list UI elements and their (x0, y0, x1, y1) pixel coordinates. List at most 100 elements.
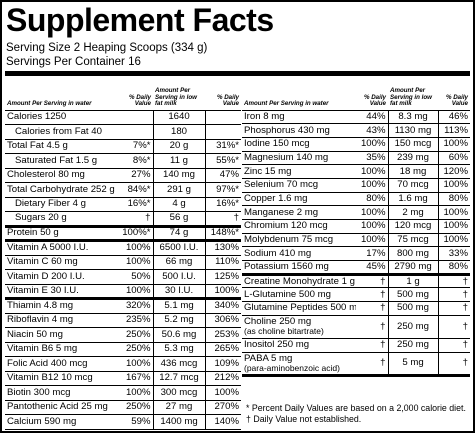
amount-milk-cell: 4 g (152, 197, 206, 212)
nutrient-cell: Copper 1.6 mg (242, 192, 356, 207)
column-header: Amount Per Serving in low fat milk (388, 78, 438, 111)
nutrient-row: Inositol 250 mg † 250 mg † (242, 338, 470, 353)
header-row: Amount Per Serving in water% Daily Value… (242, 78, 470, 111)
separator-bar (5, 71, 470, 76)
amount-milk-cell: 50.6 mg (152, 327, 206, 343)
daily-value-water-cell: 167% (115, 371, 153, 386)
nutrient-cell: Total Fat 4.5 g (5, 139, 115, 154)
right-table: Amount Per Serving in water% Daily Value… (242, 78, 470, 377)
nutrient-cell: Vitamin A 5000 I.U. (5, 240, 115, 256)
daily-value-water-cell: 100% (115, 284, 153, 300)
amount-milk-cell: 70 mcg (387, 178, 439, 193)
daily-value-milk-cell: 55%* (205, 153, 241, 169)
daily-value-water-cell: † (356, 338, 388, 353)
daily-value-milk-cell: † (438, 352, 470, 377)
daily-value-milk-cell: † (438, 287, 470, 303)
daily-value-milk-cell: 140% (205, 414, 241, 430)
amount-milk-cell: 5 mg (387, 352, 439, 377)
daily-value-milk-cell (205, 124, 241, 140)
amount-milk-cell: 1640 (152, 110, 206, 125)
nutrient-row: Biotin 300 mcg 100% 300 mcg 100% (5, 385, 241, 401)
nutrient-row: Dietary Fiber 4 g 16%* 4 g 16%* (5, 197, 241, 212)
amount-milk-cell: 800 mg (387, 246, 439, 262)
title: Supplement Facts (6, 2, 274, 38)
daily-value-water-cell: † (356, 352, 388, 377)
amount-milk-cell: 1400 mg (152, 414, 206, 430)
daily-value-milk-cell: 270% (205, 400, 241, 415)
nutrient-cell: Sugars 20 g (5, 211, 115, 228)
daily-value-milk-cell: 109% (205, 356, 241, 372)
amount-milk-cell: 1 g (387, 274, 439, 289)
daily-value-water-cell: 235% (115, 313, 153, 328)
daily-value-water-cell: 100% (115, 356, 153, 372)
nutrient-row: Vitamin B6 5 mg 250% 5.3 mg 265% (5, 342, 241, 357)
nutrient-cell: Vitamin B12 10 mcg (5, 371, 115, 386)
nutrient-row: Calories 1250 1640 (5, 110, 241, 125)
nutrient-row: Vitamin E 30 I.U. 100% 30 I.U. 100% (5, 284, 241, 300)
daily-value-water-cell: 27% (115, 168, 153, 183)
nutrient-cell: Pantothenic Acid 25 mg (5, 400, 115, 415)
footnote: † Daily Value not established. (246, 414, 362, 424)
nutrient-cell: Cholesterol 80 mg (5, 168, 115, 183)
daily-value-milk-cell: 47% (205, 168, 241, 183)
daily-value-milk-cell: 31%* (205, 139, 241, 154)
nutrient-row: Sugars 20 g † 56 g † (5, 211, 241, 228)
nutrient-row: Sodium 410 mg 17% 800 mg 33% (242, 246, 470, 262)
daily-value-milk-cell: † (438, 315, 470, 339)
nutrient-name: Choline 250 mg (244, 316, 312, 328)
amount-milk-cell: 2 mg (387, 205, 439, 220)
nutrient-cell: Choline 250 mg (as choline bitartrate) (242, 315, 356, 339)
nutrient-row: Iodine 150 mcg 100% 150 mcg 100% (242, 137, 470, 152)
daily-value-water-cell: 43% (356, 123, 388, 138)
daily-value-milk-cell: 306% (205, 313, 241, 328)
amount-milk-cell: 1130 mg (387, 123, 439, 138)
daily-value-water-cell: 50% (115, 269, 153, 285)
amount-milk-cell: 436 mcg (152, 356, 206, 372)
amount-milk-cell: 250 mg (387, 338, 439, 353)
nutrient-cell: Glutamine Peptides 500 mg (242, 301, 356, 316)
daily-value-milk-cell: 148%* (205, 226, 241, 242)
nutrient-row: Protein 50 g 100%* 74 g 148%* (5, 226, 241, 242)
daily-value-water-cell: 100% (356, 178, 388, 193)
daily-value-milk-cell: 110% (205, 255, 241, 270)
daily-value-water-cell: 35% (356, 151, 388, 166)
nutrient-row: Total Carbohydrate 252 g 84%* 291 g 97%* (5, 182, 241, 198)
column-header: Amount Per Serving in water (5, 78, 115, 111)
amount-milk-cell: 140 mg (152, 168, 206, 183)
daily-value-milk-cell (205, 110, 241, 125)
column-header: % Daily Value (356, 78, 388, 111)
amount-milk-cell: 150 mcg (387, 137, 439, 152)
amount-milk-cell: 30 I.U. (152, 284, 206, 300)
daily-value-water-cell (115, 124, 153, 140)
servings-per-container: Servings Per Container 16 (6, 56, 141, 68)
nutrient-cell: Saturated Fat 1.5 g (5, 153, 115, 169)
nutrient-cell: Folic Acid 400 mcg (5, 356, 115, 372)
daily-value-water-cell: 80% (356, 192, 388, 207)
daily-value-water-cell: † (356, 315, 388, 339)
daily-value-milk-cell: 80% (438, 192, 470, 207)
nutrient-row: Copper 1.6 mg 80% 1.6 mg 80% (242, 192, 470, 207)
nutrient-cell: Magnesium 140 mg (242, 151, 356, 166)
nutrient-cell: Biotin 300 mcg (5, 385, 115, 401)
nutrient-cell: Total Carbohydrate 252 g (5, 182, 115, 198)
serving-size: Serving Size 2 Heaping Scoops (334 g) (6, 42, 208, 54)
column-header: Amount Per Serving in low fat milk (153, 78, 205, 111)
nutrient-cell: Riboflavin 4 mg (5, 313, 115, 328)
daily-value-milk-cell: † (205, 211, 241, 228)
daily-value-milk-cell: 130% (205, 240, 241, 256)
nutrient-name: PABA 5 mg (244, 352, 293, 364)
daily-value-water-cell: 44% (356, 110, 388, 125)
nutrient-cell: Iron 8 mg (242, 110, 356, 125)
nutrient-row: Niacin 50 mg 250% 50.6 mg 253% (5, 327, 241, 343)
amount-milk-cell: 500 mg (387, 301, 439, 316)
daily-value-water-cell (115, 110, 153, 125)
left-table: Amount Per Serving in water% Daily Value… (5, 78, 241, 430)
nutrient-cell: Vitamin E 30 I.U. (5, 284, 115, 300)
nutrient-row: Thiamin 4.8 mg 320% 5.1 mg 340% (5, 298, 241, 314)
nutrient-cell: Calcium 590 mg (5, 414, 115, 430)
footnote: * Percent Daily Values are based on a 2,… (246, 403, 466, 413)
nutrient-row: Chromium 120 mcg 100% 120 mcg 100% (242, 219, 470, 234)
nutrient-row: Zinc 15 mg 100% 18 mg 120% (242, 164, 470, 179)
nutrient-row: Potassium 1560 mg 45% 2790 mg 80% (242, 260, 470, 276)
nutrient-row: Manganese 2 mg 100% 2 mg 100% (242, 205, 470, 220)
